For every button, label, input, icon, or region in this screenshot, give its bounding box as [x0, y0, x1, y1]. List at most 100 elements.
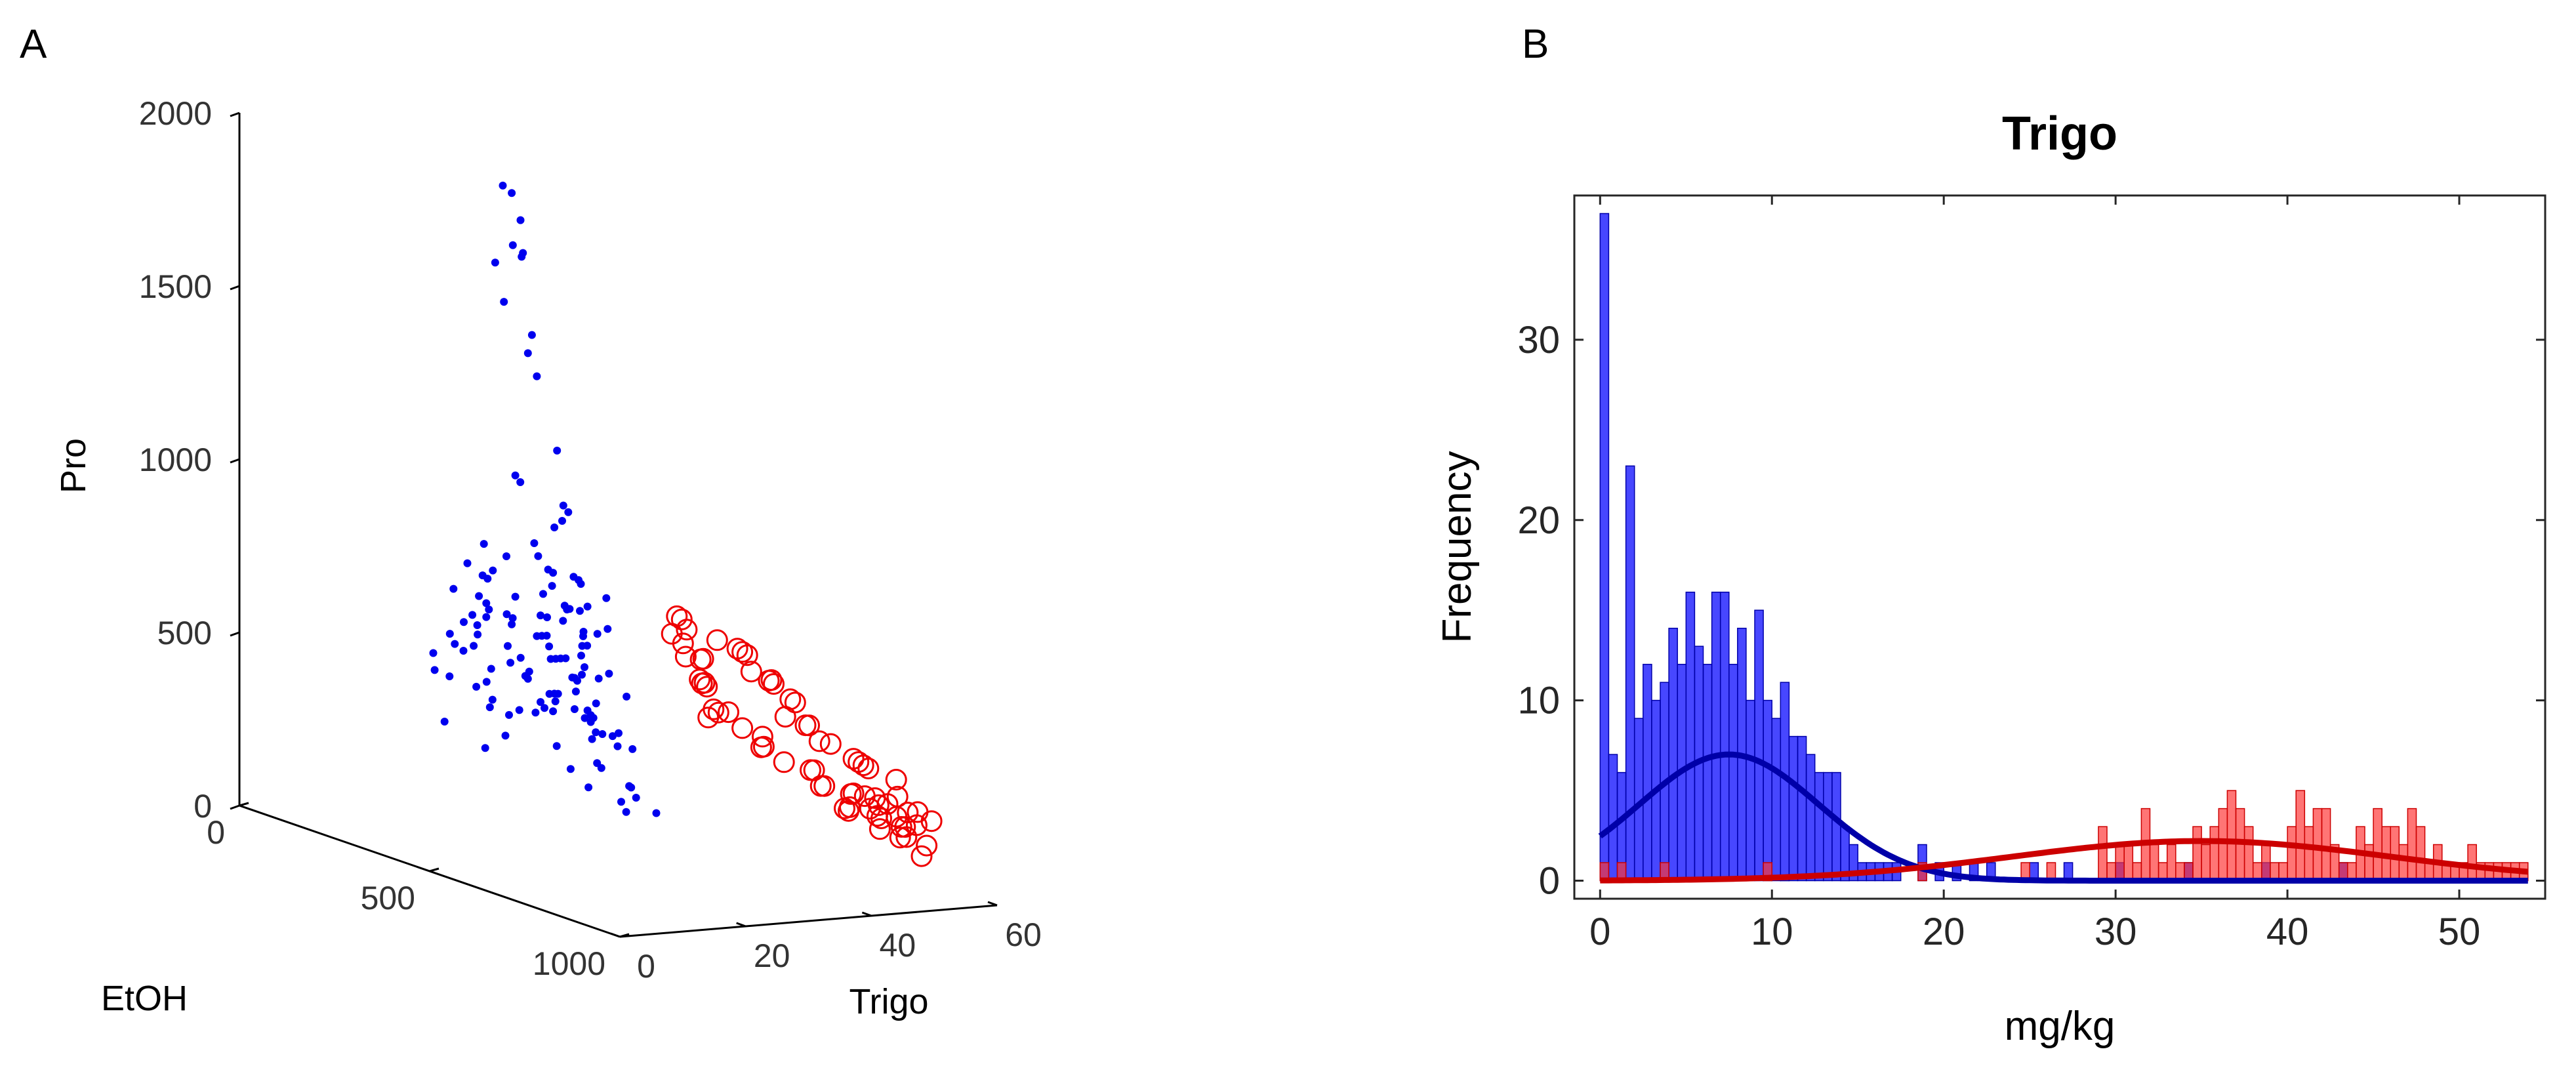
scatter-point-blue	[549, 707, 558, 716]
histogram-bar-red	[2166, 844, 2177, 882]
panel-a-label: A	[20, 22, 47, 67]
y-axis-title: EtOH	[101, 979, 188, 1018]
scatter-point-blue	[487, 665, 495, 673]
histogram-bar-red	[2115, 844, 2125, 882]
z-tick-label: 2000	[139, 95, 212, 132]
scatter-point-blue	[605, 669, 613, 678]
x-tick-mark	[861, 911, 872, 917]
scatter-point-blue	[625, 782, 634, 790]
histogram-bar-blue	[1702, 663, 1713, 882]
scatter-point-red	[718, 701, 739, 724]
scatter-point-red	[676, 619, 698, 641]
histogram-bar-blue	[1746, 699, 1755, 882]
histogram-bar-red	[2390, 826, 2400, 882]
scatter-point-red	[750, 736, 772, 758]
z-tick-label: 1000	[139, 441, 212, 478]
scatter-point-red	[809, 775, 832, 797]
scatter-point-blue	[527, 331, 536, 339]
y-axis-title: Frequency	[1435, 451, 1480, 644]
scatter-point-red	[763, 673, 785, 695]
histogram-bar-blue	[1599, 213, 1610, 882]
fit-curve-blue	[1598, 751, 2528, 884]
scatter-point-blue	[579, 632, 587, 640]
histogram-bar-blue	[1668, 627, 1678, 882]
scatter-point-blue	[553, 446, 562, 455]
z-tick-mark	[230, 458, 240, 464]
histogram-bar-red	[2415, 826, 2426, 882]
scatter-point-blue	[516, 216, 525, 224]
scatter-point-red	[706, 629, 728, 651]
scatter-point-blue	[581, 663, 588, 671]
scatter-point-blue	[534, 552, 542, 560]
scatter-point-blue	[463, 559, 472, 567]
x-tick-mark	[736, 922, 746, 928]
scatter-point-blue	[521, 672, 529, 680]
scatter-point-blue	[617, 798, 625, 806]
scatter-point-blue	[430, 666, 439, 674]
scatter-point-red	[689, 668, 711, 691]
scatter-point-blue	[508, 189, 516, 197]
scatter-point-blue	[583, 602, 592, 611]
scatter-point-blue	[576, 607, 584, 615]
scatter-point-blue	[552, 742, 561, 750]
panel-a-ticks: 0 500 1000 1500 2000 0 500 1000 0 20 40 60	[139, 95, 1042, 985]
scatter-point-blue	[592, 728, 600, 737]
scatter-point-blue	[549, 569, 558, 577]
histogram-bar-red	[2098, 826, 2108, 882]
histogram-bar-blue	[1643, 663, 1652, 882]
scatter-point-blue	[506, 659, 515, 667]
y-tick-label: 500	[361, 880, 415, 916]
scatter-point-blue	[586, 718, 595, 726]
scatter-point-blue	[485, 605, 493, 614]
scatter-point-blue	[500, 298, 508, 306]
scatter-point-red	[740, 661, 762, 683]
scatter-point-blue	[550, 523, 559, 531]
x-tick-label: 20	[754, 937, 790, 974]
scatter-point-blue	[594, 674, 603, 683]
scatter-point-blue	[584, 783, 593, 792]
scatter-point-red	[691, 672, 713, 695]
scatter-point-red	[885, 769, 907, 790]
x-axis-line	[619, 904, 998, 938]
histogram-bar-blue	[1831, 771, 1841, 882]
x-tick-label: 30	[2095, 911, 2137, 953]
y-tick-label: 0	[1539, 860, 1560, 903]
scatter-point-blue	[542, 632, 551, 640]
scatter-point-blue	[511, 471, 520, 480]
scatter-point-blue	[622, 808, 630, 816]
x-tick-label: 40	[880, 927, 916, 964]
scatter-point-blue	[508, 620, 516, 628]
histogram-bar-red	[2304, 826, 2314, 882]
histogram-bar-blue	[1814, 771, 1824, 882]
scatter-point-blue	[588, 735, 596, 743]
scatter-point-blue	[652, 809, 661, 817]
histogram-bar-red	[2201, 844, 2211, 882]
scatter-point-red	[886, 806, 908, 828]
scatter-point-blue	[518, 253, 526, 261]
scatter-point-blue	[504, 642, 512, 650]
scatter-point-blue	[628, 745, 637, 753]
histogram-bar-blue	[1788, 735, 1799, 882]
y-tick-label: 10	[1517, 680, 1560, 722]
z-axis-title: Pro	[54, 438, 93, 493]
histogram-bar-blue	[1728, 663, 1738, 882]
scatter-point-red	[920, 810, 943, 832]
scatter-point-blue	[460, 618, 468, 626]
panel-b-histogram: Trigo 0 10 20 30 40 50 0 10 20 30 mg/kg Frequency	[1435, 108, 2546, 1049]
histogram-bar-red	[2287, 826, 2297, 882]
scatter-point-red	[670, 608, 693, 630]
panel-b-label: B	[1522, 22, 1549, 67]
scatter-point-red	[808, 730, 830, 752]
scatter-point-blue	[508, 614, 517, 623]
histogram-bar-blue	[1805, 754, 1816, 882]
scatter-point-blue	[570, 705, 579, 713]
fit-curve-red	[1600, 838, 2529, 884]
histogram-bar-blue	[1711, 591, 1721, 882]
z-tick-label: 1500	[139, 268, 212, 305]
scatter-point-blue	[502, 552, 510, 560]
scatter-point-blue	[569, 573, 578, 581]
scatter-point-blue	[632, 794, 640, 802]
scatter-point-red	[842, 748, 865, 770]
scatter-point-blue	[543, 613, 551, 621]
scatter-point-blue	[475, 592, 483, 600]
